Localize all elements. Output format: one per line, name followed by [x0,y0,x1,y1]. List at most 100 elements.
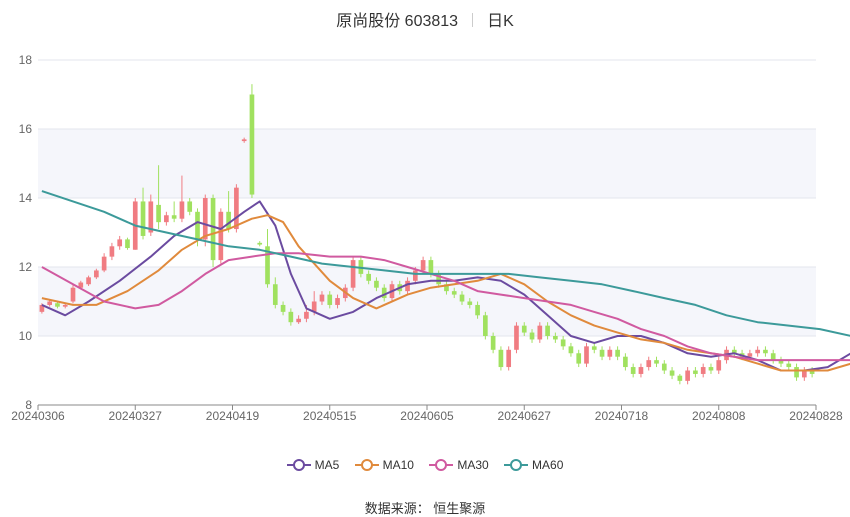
candle-body [187,201,193,212]
candle-body [249,94,255,195]
legend-ma30[interactable]: MA30 [429,458,489,472]
candle-body [615,349,620,357]
candle-body [654,360,659,364]
x-tick-label: 20240605 [400,409,454,423]
candle-body [490,336,496,350]
candle-body [514,325,519,350]
candle-body [39,304,45,312]
candle-body [47,301,53,305]
candle-body [412,270,418,281]
x-tick-label: 20240627 [498,409,552,423]
candle-body [506,349,512,368]
grid-band [38,336,816,405]
candle-body [770,353,776,361]
candle-body [117,239,123,247]
candle-body [786,363,792,368]
grid-band [38,198,816,267]
candle-body [272,284,278,305]
candle-body [296,318,301,323]
candle-body [226,211,231,230]
legend-ma30-marker [429,458,454,472]
candle-body [156,204,161,223]
candle-body [576,353,582,364]
candle-body [70,287,76,302]
series-line-ma60 [41,190,850,337]
y-tick-label: 16 [19,122,33,136]
candle-body [436,273,442,285]
candle-body [475,304,480,316]
candle-body [335,298,340,305]
candle-body [700,367,706,374]
candle-body [451,291,457,295]
candle-body [459,294,465,302]
candle-body [195,211,200,240]
y-tick-label: 14 [19,191,33,205]
candle-body [591,346,597,350]
candle-body [350,260,356,288]
legend-ma10-marker [354,458,379,472]
period-label: 日K [487,13,514,30]
chart-title: 原尚股份 603813 日K [0,7,850,31]
candle-body [420,260,426,271]
candle-body [529,332,535,340]
data-source: 数据来源： 恒生聚源 [364,501,486,516]
candle-body [560,339,566,347]
x-tick-label: 20240306 [11,409,65,423]
candle-body [257,242,263,245]
candle-body [661,363,667,371]
candle-body [607,349,613,357]
candle-body [304,311,309,319]
candle-body [202,198,208,240]
candle-body [483,315,488,336]
candle-body [731,349,737,354]
legend-ma5-marker [286,458,311,472]
candle-body [778,360,784,364]
candle-body [693,370,698,374]
candle-body [78,282,84,288]
x-tick-label: 20240808 [692,409,746,423]
candle-body [218,211,224,261]
y-tick-label: 10 [19,329,33,343]
candle-body [148,201,154,233]
title-separator [472,13,474,27]
x-tick-label: 20240828 [789,409,843,423]
candle-body [669,370,675,376]
candle-body [288,311,294,323]
candle-body [801,370,807,378]
legend-ma10-label: MA10 [382,458,414,472]
candle-body [646,360,652,368]
candle-body [623,356,628,368]
legend-ma5[interactable]: MA5 [286,458,339,472]
candle-body [444,284,449,292]
candle-body [374,280,379,288]
candle-body [265,246,270,285]
candle-body [234,187,239,230]
legend-ma60[interactable]: MA60 [504,458,563,472]
candle-body [638,367,644,374]
candle-body [405,280,410,292]
candle-body [94,270,99,278]
candle-body [521,325,527,333]
candle-body [599,349,605,357]
series-line-ma5 [41,200,850,372]
candle-body [630,367,636,374]
candle-body [86,277,91,285]
candle-body [280,304,286,312]
candle-body [62,304,68,307]
candle-body [428,260,434,274]
legend-ma30-label: MA30 [457,458,489,472]
candle-body [708,367,714,371]
candle-body [319,294,325,302]
candle-body [747,353,753,357]
legend-ma60-label: MA60 [532,458,564,472]
stock-name-code: 原尚股份 603813 [336,13,459,30]
legend-ma10[interactable]: MA10 [354,458,414,472]
candle-body [467,301,473,305]
candle-body [241,139,247,142]
candle-body [311,301,317,312]
x-tick-label: 20240718 [595,409,649,423]
candle-body [537,325,543,340]
candle-body [381,287,387,299]
grid-band [38,129,816,198]
